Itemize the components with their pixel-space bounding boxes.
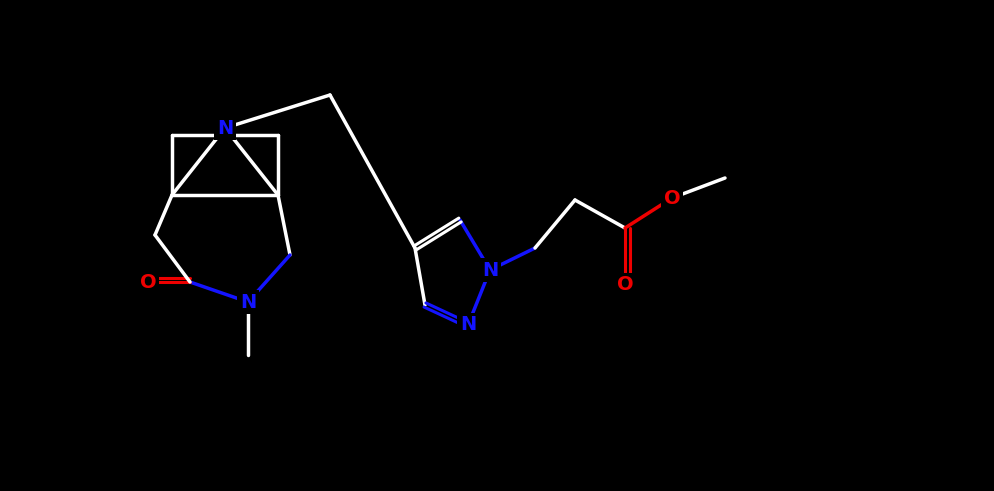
Text: N: N [217, 118, 233, 137]
Text: O: O [616, 275, 632, 295]
Text: N: N [459, 316, 476, 334]
Text: O: O [139, 273, 156, 292]
Text: O: O [663, 189, 680, 208]
Text: N: N [481, 261, 498, 279]
Text: N: N [240, 293, 255, 311]
